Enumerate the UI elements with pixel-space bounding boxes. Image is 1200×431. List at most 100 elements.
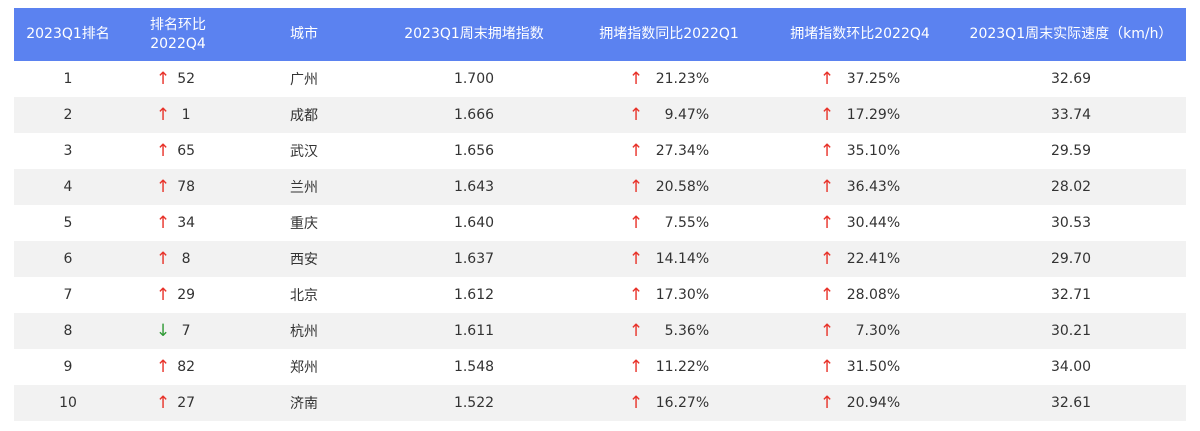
cell-actual-speed: 32.61 — [1050, 395, 1092, 411]
congestion-ranking-table: 2023Q1排名 排名环比 2022Q4 城市 2023Q1周末拥堵指数 拥堵指… — [14, 8, 1186, 421]
cell-rank: 4 — [63, 179, 73, 195]
cell-index-qoq: ↑ 35.10% — [764, 133, 956, 169]
cell-city: 西安 — [290, 252, 318, 268]
cell-index-qoq: ↑ 20.94% — [764, 385, 956, 421]
ranking-table-container: 2023Q1排名 排名环比 2022Q4 城市 2023Q1周末拥堵指数 拥堵指… — [14, 8, 1186, 421]
cell-index-yoy: ↑ 27.34% — [574, 133, 764, 169]
cell-index-yoy: ↑ 5.36% — [574, 313, 764, 349]
cell-actual-speed: 29.59 — [1050, 143, 1092, 159]
cell-index-qoq: ↑ 22.41% — [764, 241, 956, 277]
cell-index-qoq: ↑ 7.30% — [764, 313, 956, 349]
cell-rank-change: ↑ 1 — [122, 97, 234, 133]
arrow-up-icon: ↑ — [628, 105, 644, 125]
cell-rank-change: ↑ 65 — [122, 133, 234, 169]
arrow-up-icon: ↑ — [819, 105, 835, 125]
cell-rank-change: ↑ 27 — [122, 385, 234, 421]
header-index-yoy: 拥堵指数同比2022Q1 — [599, 26, 739, 42]
cell-rank-change: ↑ 52 — [122, 61, 234, 97]
table-row: 5 ↑ 34 重庆 1.640 ↑ 7.55% ↑ 30.44% 30.53 — [14, 205, 1186, 241]
index-yoy-value: 17.30% — [655, 287, 710, 303]
header-rank: 2023Q1排名 — [26, 26, 110, 42]
cell-actual-speed: 30.53 — [1050, 215, 1092, 231]
arrow-up-icon: ↑ — [819, 357, 835, 377]
cell-rank: 9 — [63, 359, 73, 375]
table-row: 7 ↑ 29 北京 1.612 ↑ 17.30% ↑ 28.08% 32.71 — [14, 277, 1186, 313]
arrow-up-icon: ↑ — [819, 213, 835, 233]
table-row: 10 ↑ 27 济南 1.522 ↑ 16.27% ↑ 20.94% 32.61 — [14, 385, 1186, 421]
rank-change-value: 7 — [181, 323, 191, 339]
rank-change-value: 34 — [177, 215, 196, 231]
rank-change-value: 27 — [177, 395, 196, 411]
cell-city: 成都 — [290, 108, 318, 124]
cell-actual-speed: 32.71 — [1050, 287, 1092, 303]
cell-actual-speed: 32.69 — [1050, 71, 1092, 87]
cell-congestion-index: 1.640 — [453, 215, 495, 231]
table-row: 2 ↑ 1 成都 1.666 ↑ 9.47% ↑ 17.29% 33.74 — [14, 97, 1186, 133]
cell-rank: 10 — [59, 395, 77, 411]
header-actual-speed: 2023Q1周末实际速度（km/h） — [969, 26, 1173, 42]
cell-actual-speed: 28.02 — [1050, 179, 1092, 195]
arrow-up-icon: ↑ — [155, 249, 171, 269]
cell-actual-speed: 34.00 — [1050, 359, 1092, 375]
cell-city: 济南 — [290, 396, 318, 412]
index-qoq-value: 30.44% — [846, 215, 901, 231]
cell-city: 北京 — [290, 288, 318, 304]
arrow-up-icon: ↑ — [819, 177, 835, 197]
cell-index-qoq: ↑ 36.43% — [764, 169, 956, 205]
table-row: 6 ↑ 8 西安 1.637 ↑ 14.14% ↑ 22.41% 29.70 — [14, 241, 1186, 277]
table-row: 8 ↓ 7 杭州 1.611 ↑ 5.36% ↑ 7.30% 30.21 — [14, 313, 1186, 349]
index-yoy-value: 27.34% — [655, 143, 710, 159]
arrow-up-icon: ↑ — [819, 321, 835, 341]
index-qoq-value: 20.94% — [846, 395, 901, 411]
cell-city: 郑州 — [290, 360, 318, 376]
arrow-up-icon: ↑ — [155, 285, 171, 305]
index-yoy-value: 14.14% — [655, 251, 710, 267]
arrow-up-icon: ↑ — [628, 177, 644, 197]
arrow-up-icon: ↑ — [628, 213, 644, 233]
index-yoy-value: 11.22% — [655, 359, 710, 375]
arrow-up-icon: ↑ — [155, 177, 171, 197]
header-row: 2023Q1排名 排名环比 2022Q4 城市 2023Q1周末拥堵指数 拥堵指… — [14, 8, 1186, 61]
cell-rank-change: ↑ 29 — [122, 277, 234, 313]
arrow-up-icon: ↑ — [628, 321, 644, 341]
cell-actual-speed: 30.21 — [1050, 323, 1092, 339]
rank-change-value: 8 — [181, 251, 191, 267]
cell-congestion-index: 1.643 — [453, 179, 495, 195]
arrow-down-icon: ↓ — [155, 321, 171, 341]
arrow-up-icon: ↑ — [155, 141, 171, 161]
rank-change-value: 82 — [177, 359, 196, 375]
cell-index-yoy: ↑ 16.27% — [574, 385, 764, 421]
arrow-up-icon: ↑ — [155, 213, 171, 233]
rank-change-value: 29 — [177, 287, 196, 303]
arrow-up-icon: ↑ — [819, 285, 835, 305]
arrow-up-icon: ↑ — [628, 285, 644, 305]
index-qoq-value: 36.43% — [846, 179, 901, 195]
header-congestion-index: 2023Q1周末拥堵指数 — [404, 26, 544, 42]
cell-actual-speed: 29.70 — [1050, 251, 1092, 267]
index-qoq-value: 28.08% — [846, 287, 901, 303]
table-row: 4 ↑ 78 兰州 1.643 ↑ 20.58% ↑ 36.43% 28.02 — [14, 169, 1186, 205]
arrow-up-icon: ↑ — [155, 69, 171, 89]
cell-index-qoq: ↑ 30.44% — [764, 205, 956, 241]
cell-city: 广州 — [290, 72, 318, 88]
rank-change-value: 78 — [177, 179, 196, 195]
cell-index-yoy: ↑ 9.47% — [574, 97, 764, 133]
cell-rank-change: ↓ 7 — [122, 313, 234, 349]
arrow-up-icon: ↑ — [628, 393, 644, 413]
cell-rank-change: ↑ 8 — [122, 241, 234, 277]
header-city: 城市 — [290, 26, 318, 42]
cell-rank: 2 — [63, 107, 73, 123]
cell-rank: 7 — [63, 287, 73, 303]
rank-change-value: 52 — [177, 71, 196, 87]
index-qoq-value: 22.41% — [846, 251, 901, 267]
index-qoq-value: 35.10% — [846, 143, 901, 159]
index-yoy-value: 21.23% — [655, 71, 710, 87]
cell-index-qoq: ↑ 31.50% — [764, 349, 956, 385]
cell-index-qoq: ↑ 37.25% — [764, 61, 956, 97]
cell-index-yoy: ↑ 20.58% — [574, 169, 764, 205]
cell-index-yoy: ↑ 14.14% — [574, 241, 764, 277]
cell-rank: 5 — [63, 215, 73, 231]
arrow-up-icon: ↑ — [628, 249, 644, 269]
arrow-up-icon: ↑ — [628, 141, 644, 161]
index-qoq-value: 7.30% — [855, 323, 901, 339]
